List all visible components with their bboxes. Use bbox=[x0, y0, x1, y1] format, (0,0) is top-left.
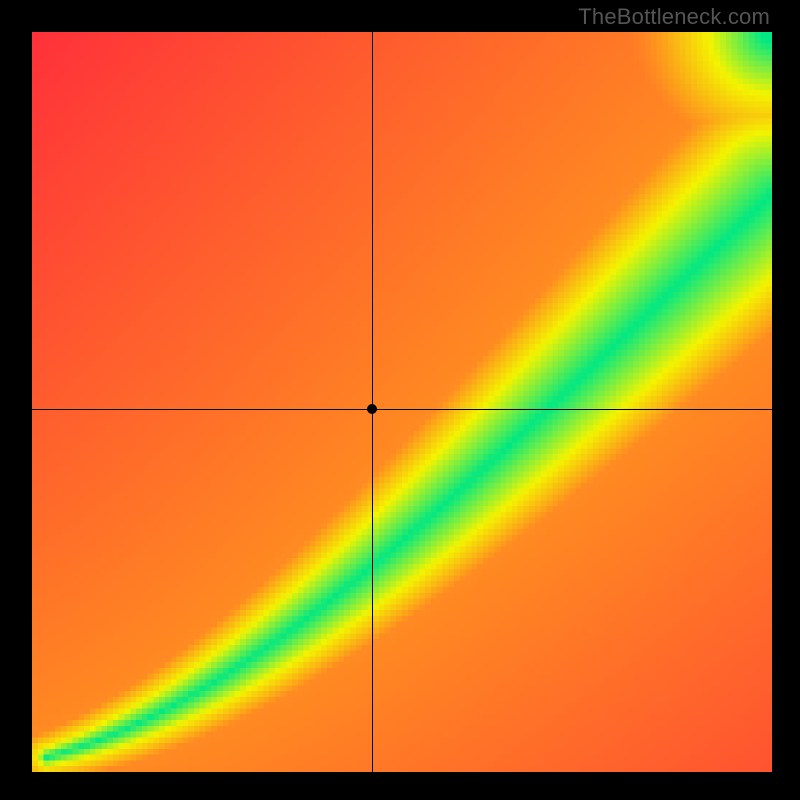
crosshair-vertical bbox=[372, 32, 373, 772]
plot-frame bbox=[30, 30, 770, 770]
crosshair-horizontal bbox=[32, 409, 772, 410]
watermark-text: TheBottleneck.com bbox=[578, 4, 770, 30]
heatmap-canvas bbox=[32, 32, 772, 772]
data-point-marker bbox=[367, 404, 377, 414]
chart-container: TheBottleneck.com bbox=[0, 0, 800, 800]
